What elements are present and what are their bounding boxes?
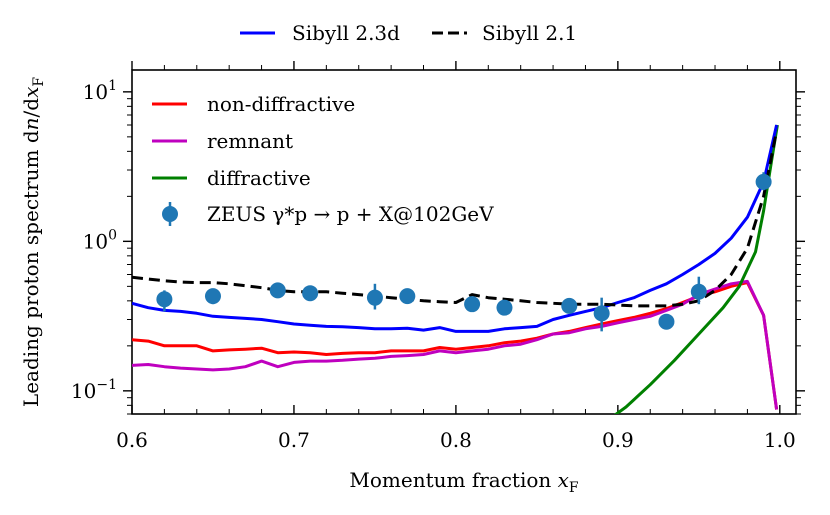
series-line-sibyll-2-1 <box>132 130 779 308</box>
y-axis-label: Leading proton spectrum dn/dxF <box>19 77 47 407</box>
data-points-layer <box>156 172 772 332</box>
x-tick-label: 1.0 <box>764 428 796 452</box>
x-tick-label: 0.9 <box>602 428 634 452</box>
x-tick-label: 0.7 <box>278 428 310 452</box>
y-tick-label: 101 <box>83 78 117 104</box>
x-tick-label: 0.8 <box>440 428 472 452</box>
series-line-non-diffractive <box>132 281 779 410</box>
data-point <box>658 313 675 330</box>
x-tick-label: 0.6 <box>116 428 148 452</box>
series-line-remnant <box>132 279 779 410</box>
inner-legend: non-diffractive remnant diffractive ZEUS… <box>152 92 494 226</box>
y-tick-label: 100 <box>83 227 117 253</box>
data-point <box>755 173 772 190</box>
legend-label-diffractive: diffractive <box>207 166 311 190</box>
legend-label-sibyll-21: Sibyll 2.1 <box>482 21 577 45</box>
x-axis-ticks: 0.6 0.7 0.8 0.9 1.0 <box>116 61 796 452</box>
legend-marker-zeus <box>162 206 178 222</box>
series-line-diffractive <box>613 124 779 414</box>
data-point <box>204 288 221 305</box>
y-axis-ticks: 10−1 100 101 <box>71 78 805 415</box>
y-tick-label: 10−1 <box>71 377 117 403</box>
data-point <box>593 305 610 322</box>
legend-label-remnant: remnant <box>207 129 293 153</box>
data-point <box>464 296 481 313</box>
data-point <box>399 288 416 305</box>
series-line-sibyll-2-3d <box>132 124 779 333</box>
data-point <box>496 299 513 316</box>
series-layer <box>132 124 779 414</box>
legend-label-non-diffractive: non-diffractive <box>207 92 355 116</box>
x-axis-label: Momentum fraction xF <box>349 468 579 496</box>
data-point <box>269 282 286 299</box>
top-legend: Sibyll 2.3d Sibyll 2.1 <box>240 21 577 45</box>
legend-label-sibyll-23d: Sibyll 2.3d <box>292 21 400 45</box>
plot-frame <box>131 69 797 415</box>
data-point <box>156 291 173 308</box>
axes: 0.6 0.7 0.8 0.9 1.0 10−1 100 101 <box>71 61 805 452</box>
data-point <box>561 297 578 314</box>
legend-label-zeus: ZEUS γ*p → p + X@102GeV <box>207 202 494 226</box>
data-point <box>302 285 319 302</box>
data-point <box>690 283 707 300</box>
data-point <box>366 289 383 306</box>
